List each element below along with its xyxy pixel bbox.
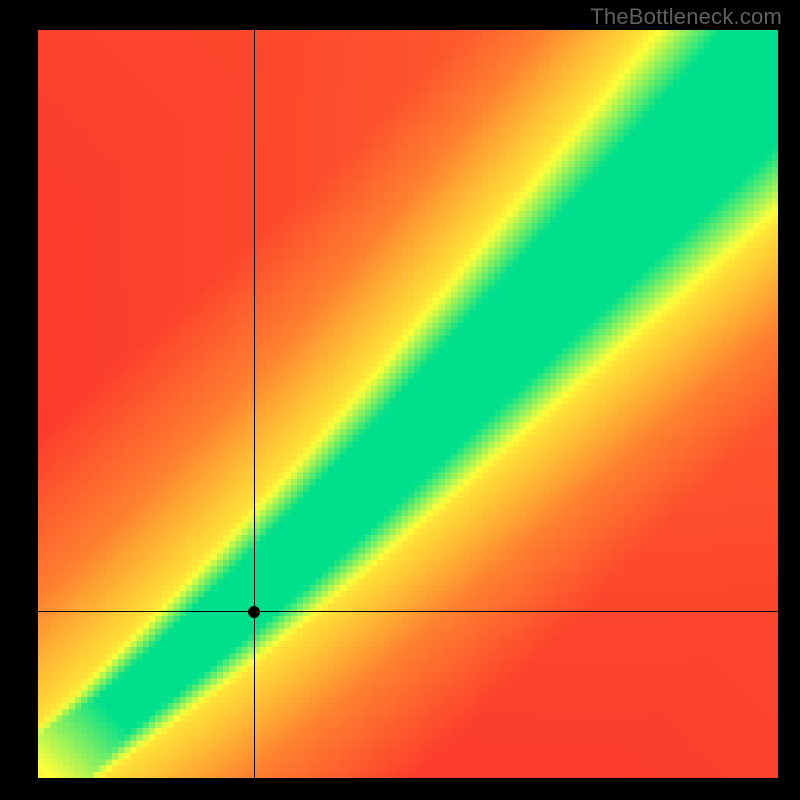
crosshair-vertical — [254, 30, 255, 778]
heatmap-plot — [38, 30, 778, 778]
crosshair-point — [248, 606, 260, 618]
watermark-text: TheBottleneck.com — [590, 4, 782, 30]
root: TheBottleneck.com — [0, 0, 800, 800]
crosshair-horizontal — [38, 611, 778, 612]
heatmap-canvas — [38, 30, 778, 778]
